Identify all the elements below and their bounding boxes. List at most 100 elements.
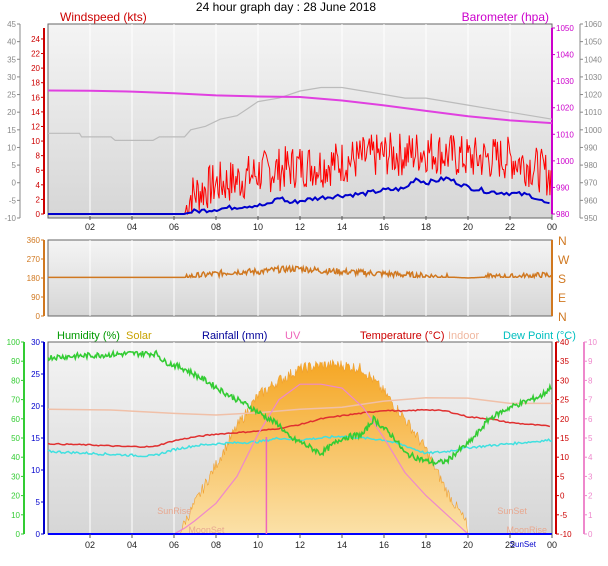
axis-tick-label: 4	[588, 453, 593, 462]
axis-tick-label: 990	[556, 183, 570, 192]
axis-tick-label: 1010	[556, 130, 574, 139]
axis-tick-label: 7	[588, 396, 593, 405]
axis-tick-label: 1	[588, 511, 593, 520]
outside-temperature-trace	[48, 86, 553, 141]
page-title: 24 hour graph day : 28 June 2018	[196, 0, 376, 14]
axis-tick-label: 180	[27, 274, 41, 283]
gridlines	[89, 24, 511, 218]
outer-right-axis: 950 960 970 980 990 1000 1010 1020 1030 1040 1050 1…	[579, 20, 602, 223]
axis-tick-label: 10	[31, 137, 40, 146]
axis-tick-label: 8	[36, 152, 41, 161]
windspeed-label: Windspeed (kts)	[60, 10, 147, 24]
temperature-label: Temperature (°C)	[360, 330, 444, 342]
axis-tick-label: 10	[11, 511, 20, 520]
axis-tick-label: 960	[584, 196, 598, 205]
axis-tick-label: 10	[31, 466, 40, 475]
axis-tick-label: 15	[560, 434, 569, 443]
axis-tick-label: 1020	[584, 91, 602, 100]
x-tick-label: 10	[253, 540, 263, 550]
axis-tick-label: 0	[16, 530, 21, 539]
axis-tick-label: 20	[560, 415, 569, 424]
x-tick-label: 20	[463, 540, 473, 550]
axis-tick-label: 40	[7, 38, 16, 47]
axis-tick-label: 15	[31, 434, 40, 443]
x-tick-label: 16	[379, 222, 389, 232]
axis-tick-label: -5	[9, 196, 17, 205]
x-tick-label: 00	[547, 222, 557, 232]
axis-tick-label: 45	[7, 20, 16, 29]
axis-tick-label: 270	[27, 255, 41, 264]
axis-tick-label: -10	[4, 214, 16, 223]
x-tick-label: 12	[295, 540, 305, 550]
axis-tick-label: 30	[7, 73, 16, 82]
axis-tick-label: 1040	[556, 51, 574, 60]
axis-tick-label: 1020	[556, 104, 574, 113]
barometer-axis: 980 990 1000 1010 1020 1030 1040 1050	[551, 24, 574, 219]
axis-tick-label: 1000	[556, 157, 574, 166]
axis-tick-label: 6	[588, 415, 593, 424]
axis-tick-label: 90	[11, 357, 20, 366]
x-tick-label: 20	[463, 222, 473, 232]
humidity-line	[47, 349, 552, 467]
uv-line	[48, 383, 552, 535]
axis-tick-label: 30	[560, 376, 569, 385]
axis-tick-label: -5	[560, 511, 568, 520]
axis-tick-label: 90	[31, 293, 40, 302]
gridlines	[89, 240, 511, 316]
dewpoint-label: Dew Point (°C)	[503, 330, 576, 342]
axis-tick-label: 40	[560, 338, 569, 347]
axis-tick-label: 5	[560, 472, 565, 481]
x-tick-label: 14	[337, 222, 347, 232]
axis-tick-label: 1000	[584, 126, 602, 135]
axis-tick-label: 35	[7, 55, 16, 64]
axis-tick-label: 2	[588, 492, 593, 501]
x-tick-label: 06	[169, 540, 179, 550]
axis-tick-label: 1030	[584, 73, 602, 82]
axis-tick-label: 25	[31, 370, 40, 379]
rainfall-axis: 0 5 10 15 20 25 30	[31, 338, 45, 539]
axis-tick-label: 5	[36, 498, 41, 507]
axis-tick-label: 20	[31, 402, 40, 411]
axis-tick-label: 50	[11, 434, 20, 443]
axis-tick-label: 4	[36, 181, 41, 190]
x-tick-label: 06	[169, 222, 179, 232]
x-tick-label: 02	[85, 540, 95, 550]
axis-tick-label: 100	[7, 338, 21, 347]
axis-tick-label: 15	[7, 126, 16, 135]
sunset-axis-label: SunSet	[510, 540, 537, 549]
x-tick-label: 22	[505, 222, 515, 232]
axis-tick-label: 980	[556, 210, 570, 219]
rainfall-label: Rainfall (mm)	[202, 330, 267, 342]
axis-tick-label: 1060	[584, 20, 602, 29]
axis-tick-label: 20	[7, 108, 16, 117]
axis-tick-label: 0	[588, 530, 593, 539]
x-tick-label: 02	[85, 222, 95, 232]
temperature-line	[47, 408, 551, 449]
indoor-label: Indoor	[448, 330, 480, 342]
axis-tick-label: 6	[36, 166, 41, 175]
x-tick-label: 18	[421, 222, 431, 232]
compass-label: N	[558, 310, 567, 324]
axis-tick-label: 16	[31, 93, 40, 102]
x-tick-label: 04	[127, 540, 137, 550]
axis-tick-label: 3	[588, 472, 593, 481]
axis-tick-label: 1010	[584, 108, 602, 117]
axis-tick-label: 1030	[556, 77, 574, 86]
moonrise-label: MoonRise	[507, 525, 548, 535]
axis-tick-label: 25	[7, 91, 16, 100]
direction-axis: 0 90 180 270 360	[27, 236, 45, 321]
temperature-axis: -10 -5 0 5 10 15 20 25 30 35 40	[555, 338, 572, 539]
windspeed-line	[48, 175, 550, 215]
axis-tick-label: 10	[588, 338, 597, 347]
x-tick-label: 00	[547, 540, 557, 550]
wind-direction-line	[48, 264, 552, 280]
sunset-label: SunSet	[497, 506, 527, 516]
legend: Windspeed (kts) Barometer (hpa) Humidity…	[57, 10, 576, 342]
axis-tick-label: 360	[27, 236, 41, 245]
axis-tick-label: 35	[560, 357, 569, 366]
axis-tick-label: 20	[31, 64, 40, 73]
axis-tick-label: 1050	[556, 24, 574, 33]
compass-label: W	[558, 253, 570, 267]
